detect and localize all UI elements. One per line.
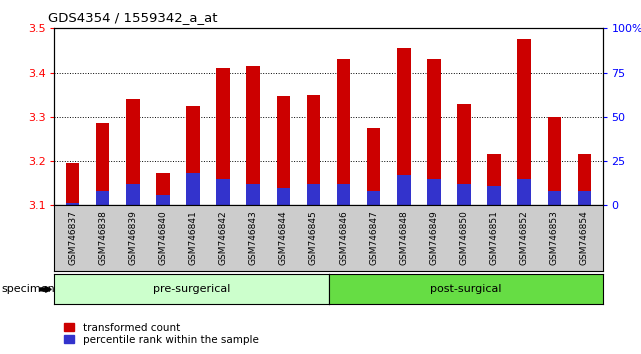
Text: GSM746844: GSM746844 <box>279 211 288 265</box>
Bar <box>367 128 381 205</box>
Bar <box>246 66 260 205</box>
Bar <box>217 179 230 205</box>
Text: GSM746841: GSM746841 <box>188 211 197 265</box>
Text: GSM746853: GSM746853 <box>550 211 559 266</box>
Text: GDS4354 / 1559342_a_at: GDS4354 / 1559342_a_at <box>48 11 217 24</box>
Bar <box>306 95 320 205</box>
Bar <box>276 188 290 205</box>
Bar <box>217 68 230 205</box>
Text: GSM746845: GSM746845 <box>309 211 318 265</box>
Bar <box>276 96 290 205</box>
Text: GSM746846: GSM746846 <box>339 211 348 265</box>
Bar <box>547 191 561 205</box>
Bar <box>517 39 531 205</box>
Bar <box>578 154 591 205</box>
Text: GSM746842: GSM746842 <box>219 211 228 265</box>
Bar <box>457 103 470 205</box>
Bar <box>427 59 440 205</box>
Bar <box>487 154 501 205</box>
Bar <box>397 48 411 205</box>
Bar <box>337 59 351 205</box>
Bar <box>246 184 260 205</box>
Bar <box>337 184 351 205</box>
Text: GSM746840: GSM746840 <box>158 211 167 265</box>
Bar <box>457 184 470 205</box>
Text: GSM746852: GSM746852 <box>520 211 529 265</box>
Text: GSM746849: GSM746849 <box>429 211 438 265</box>
Bar <box>126 99 140 205</box>
Bar <box>126 184 140 205</box>
Bar <box>66 202 79 205</box>
Bar <box>547 117 561 205</box>
Text: GSM746848: GSM746848 <box>399 211 408 265</box>
Legend: transformed count, percentile rank within the sample: transformed count, percentile rank withi… <box>60 318 263 349</box>
Bar <box>187 106 200 205</box>
Bar <box>517 179 531 205</box>
Text: GSM746854: GSM746854 <box>580 211 589 265</box>
Text: post-surgical: post-surgical <box>429 284 501 295</box>
Bar <box>187 173 200 205</box>
Text: specimen: specimen <box>1 284 55 295</box>
Text: GSM746839: GSM746839 <box>128 211 137 266</box>
Text: pre-surgerical: pre-surgerical <box>153 284 230 295</box>
Bar <box>156 195 170 205</box>
Bar <box>578 191 591 205</box>
Text: GSM746837: GSM746837 <box>68 211 77 266</box>
Text: GSM746838: GSM746838 <box>98 211 107 266</box>
Bar <box>156 173 170 205</box>
Text: GSM746850: GSM746850 <box>460 211 469 266</box>
Bar <box>96 191 110 205</box>
Text: GSM746847: GSM746847 <box>369 211 378 265</box>
Bar <box>397 175 411 205</box>
Text: GSM746851: GSM746851 <box>490 211 499 266</box>
Bar <box>367 191 381 205</box>
Bar <box>487 186 501 205</box>
Bar <box>66 163 79 205</box>
Bar <box>306 184 320 205</box>
Bar <box>427 179 440 205</box>
Bar <box>96 122 110 205</box>
Text: GSM746843: GSM746843 <box>249 211 258 265</box>
